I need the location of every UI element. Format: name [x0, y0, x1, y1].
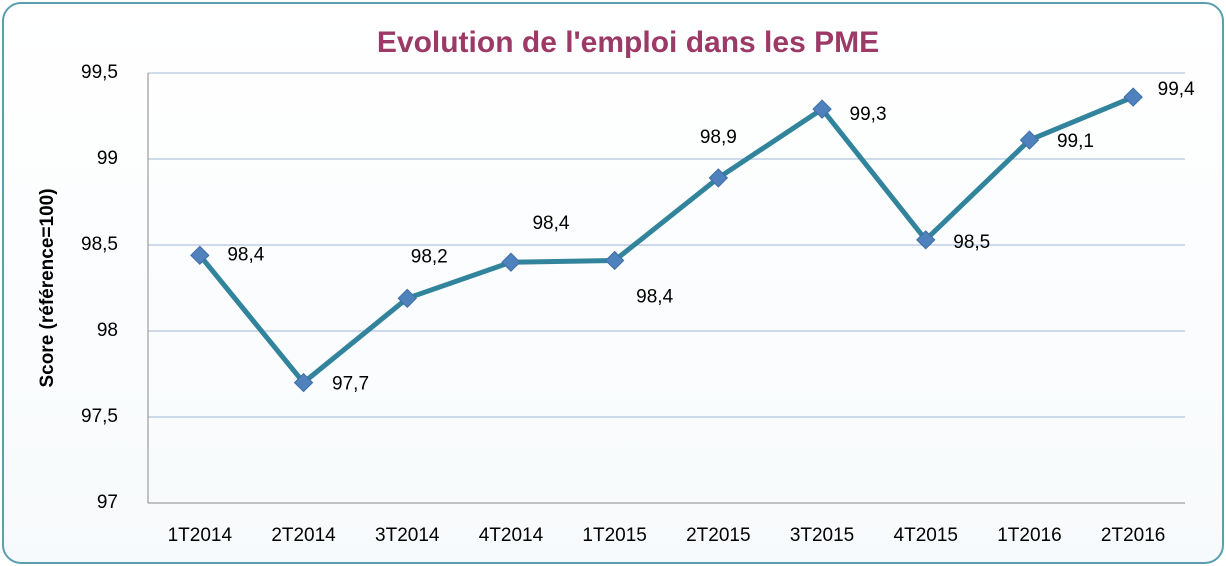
marker: [501, 252, 521, 272]
marker: [916, 230, 936, 250]
x-tick-label: 1T2016: [997, 525, 1061, 546]
y-tick-label: 97: [97, 492, 118, 513]
data-label: 98,4: [636, 286, 673, 307]
marker: [293, 372, 314, 393]
y-axis-label: Score (référence=100): [37, 188, 58, 387]
x-tick-label: 3T2015: [790, 525, 854, 546]
data-label: 98,4: [227, 244, 264, 265]
marker: [190, 245, 210, 266]
data-label: 99,3: [850, 104, 887, 125]
marker: [397, 288, 417, 309]
data-label: 98,4: [532, 213, 569, 234]
marker: [1019, 130, 1040, 150]
marker: [812, 99, 832, 119]
data-label: 97,7: [332, 374, 369, 395]
x-tick-label: 1T2015: [582, 525, 646, 546]
x-tick-label: 2T2014: [271, 525, 336, 546]
y-tick-label: 98,5: [81, 234, 118, 255]
y-tick-label: 98: [97, 320, 118, 341]
x-tick-label: 2T2015: [686, 525, 750, 546]
data-label: 98,9: [700, 127, 737, 148]
x-tick-label: 4T2014: [479, 525, 544, 546]
x-tick-label: 2T2016: [1101, 525, 1165, 546]
data-label: 98,2: [411, 246, 448, 267]
y-tick-label: 99: [97, 148, 118, 169]
x-tick-label: 3T2014: [375, 525, 440, 546]
y-tick-label: 99,5: [81, 62, 118, 83]
data-label: 99,4: [1158, 79, 1195, 100]
line: [197, 94, 1135, 386]
x-tick-label: 4T2015: [894, 525, 958, 546]
marker: [1123, 87, 1143, 107]
chart-title: Evolution de l'emploi dans les PME: [377, 26, 879, 59]
data-label: 99,1: [1057, 131, 1094, 152]
marker: [604, 250, 625, 271]
y-tick-label: 97,5: [81, 406, 118, 427]
marker: [708, 168, 729, 188]
x-tick-label: 1T2014: [168, 525, 233, 546]
data-label: 98,5: [953, 232, 990, 253]
